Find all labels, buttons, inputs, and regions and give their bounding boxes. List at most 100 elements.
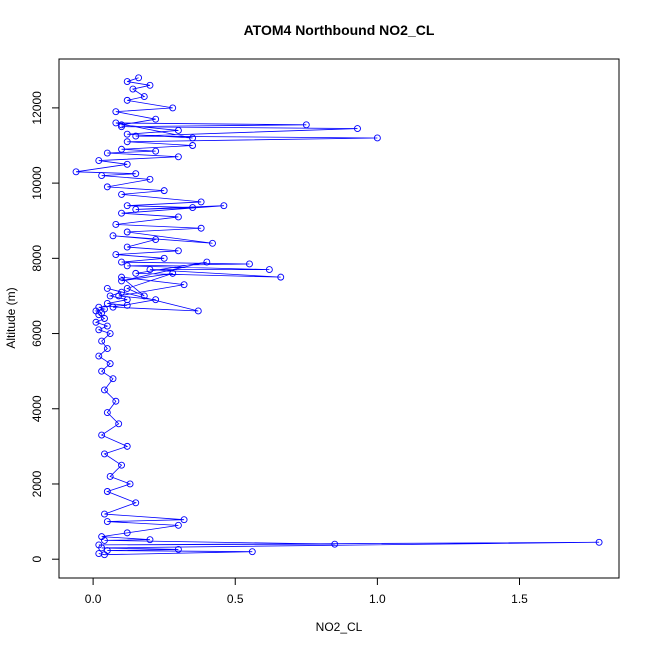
data-point bbox=[265, 266, 273, 274]
data-point bbox=[189, 204, 197, 212]
data-point bbox=[115, 420, 123, 428]
data-point bbox=[194, 307, 202, 315]
data-point bbox=[123, 96, 131, 104]
series-points bbox=[72, 74, 603, 559]
data-point bbox=[354, 125, 361, 133]
x-tick-label: 0.0 bbox=[85, 592, 102, 606]
data-point bbox=[118, 277, 125, 285]
data-point bbox=[220, 202, 228, 210]
x-tick-label: 0.5 bbox=[227, 592, 244, 606]
data-point bbox=[103, 345, 111, 353]
data-point bbox=[98, 533, 106, 541]
data-point bbox=[169, 269, 177, 277]
data-point bbox=[98, 367, 106, 375]
data-point bbox=[95, 326, 103, 334]
data-point bbox=[152, 115, 160, 123]
x-tick-label: 1.5 bbox=[511, 592, 528, 606]
x-axis: 0.0 0.5 1.0 1.5 bbox=[85, 577, 528, 606]
data-point bbox=[135, 74, 143, 82]
data-point bbox=[118, 461, 125, 469]
data-point bbox=[132, 170, 140, 178]
data-point bbox=[103, 518, 111, 526]
data-point bbox=[189, 134, 197, 142]
data-point bbox=[101, 386, 108, 394]
data-point bbox=[118, 258, 125, 266]
y-tick-label: 4000 bbox=[30, 395, 44, 422]
data-point bbox=[103, 322, 111, 330]
y-tick-label: 12000 bbox=[30, 91, 44, 125]
data-point bbox=[331, 540, 339, 548]
data-point bbox=[118, 209, 125, 217]
data-point bbox=[132, 499, 140, 507]
y-tick-label: 2000 bbox=[30, 470, 44, 497]
data-point bbox=[106, 473, 114, 480]
data-point bbox=[123, 78, 131, 86]
data-point bbox=[103, 409, 111, 416]
data-point bbox=[123, 160, 131, 168]
data-point bbox=[101, 510, 108, 518]
data-point bbox=[146, 266, 154, 274]
data-point bbox=[123, 284, 131, 292]
data-point bbox=[95, 157, 103, 164]
data-point bbox=[123, 202, 131, 210]
y-axis: 0 2000 4000 6000 8000 10000 12000 bbox=[30, 91, 60, 563]
data-point bbox=[106, 292, 114, 300]
data-point bbox=[118, 145, 125, 153]
y-tick-label: 0 bbox=[30, 556, 44, 563]
data-point bbox=[112, 397, 120, 405]
data-point bbox=[109, 375, 117, 383]
data-point bbox=[118, 123, 125, 131]
data-point bbox=[152, 236, 160, 243]
data-point bbox=[174, 127, 182, 134]
data-point bbox=[103, 488, 111, 495]
data-point bbox=[197, 224, 205, 232]
data-point bbox=[174, 247, 182, 255]
data-point bbox=[146, 175, 154, 183]
data-point bbox=[123, 138, 131, 146]
data-point bbox=[103, 149, 111, 157]
plot-area bbox=[58, 58, 620, 579]
data-point bbox=[140, 93, 148, 101]
data-point bbox=[160, 254, 168, 262]
data-point bbox=[126, 480, 134, 488]
x-axis-label: NO2_CL bbox=[316, 620, 363, 634]
data-point bbox=[302, 121, 310, 129]
x-tick-label: 1.0 bbox=[369, 592, 386, 606]
data-point bbox=[180, 281, 188, 289]
data-point bbox=[123, 262, 131, 270]
data-point bbox=[101, 315, 108, 322]
data-point bbox=[123, 130, 131, 138]
data-point bbox=[209, 239, 216, 247]
data-point bbox=[169, 104, 177, 112]
data-point bbox=[112, 221, 120, 228]
data-point bbox=[180, 516, 188, 524]
data-point bbox=[174, 153, 182, 161]
data-point bbox=[72, 168, 80, 176]
data-point bbox=[109, 303, 117, 311]
data-point bbox=[101, 450, 108, 458]
data-point bbox=[132, 205, 140, 213]
data-point bbox=[103, 284, 111, 292]
data-point bbox=[248, 548, 256, 556]
data-point bbox=[92, 318, 100, 326]
data-point bbox=[118, 273, 125, 281]
data-point bbox=[95, 541, 103, 549]
data-point bbox=[112, 251, 120, 259]
data-point bbox=[123, 296, 131, 304]
data-point bbox=[103, 300, 111, 307]
data-point bbox=[115, 292, 123, 300]
data-point bbox=[129, 85, 137, 93]
data-point bbox=[174, 545, 182, 553]
y-tick-label: 8000 bbox=[30, 245, 44, 272]
data-point bbox=[277, 273, 285, 281]
data-point bbox=[103, 183, 111, 191]
data-point bbox=[95, 303, 103, 311]
data-point bbox=[123, 228, 131, 236]
data-point bbox=[123, 442, 131, 450]
data-point bbox=[246, 260, 253, 268]
data-point bbox=[146, 536, 154, 544]
data-point bbox=[123, 529, 131, 537]
data-point bbox=[174, 521, 182, 529]
data-point bbox=[146, 81, 154, 89]
data-point bbox=[595, 538, 603, 546]
